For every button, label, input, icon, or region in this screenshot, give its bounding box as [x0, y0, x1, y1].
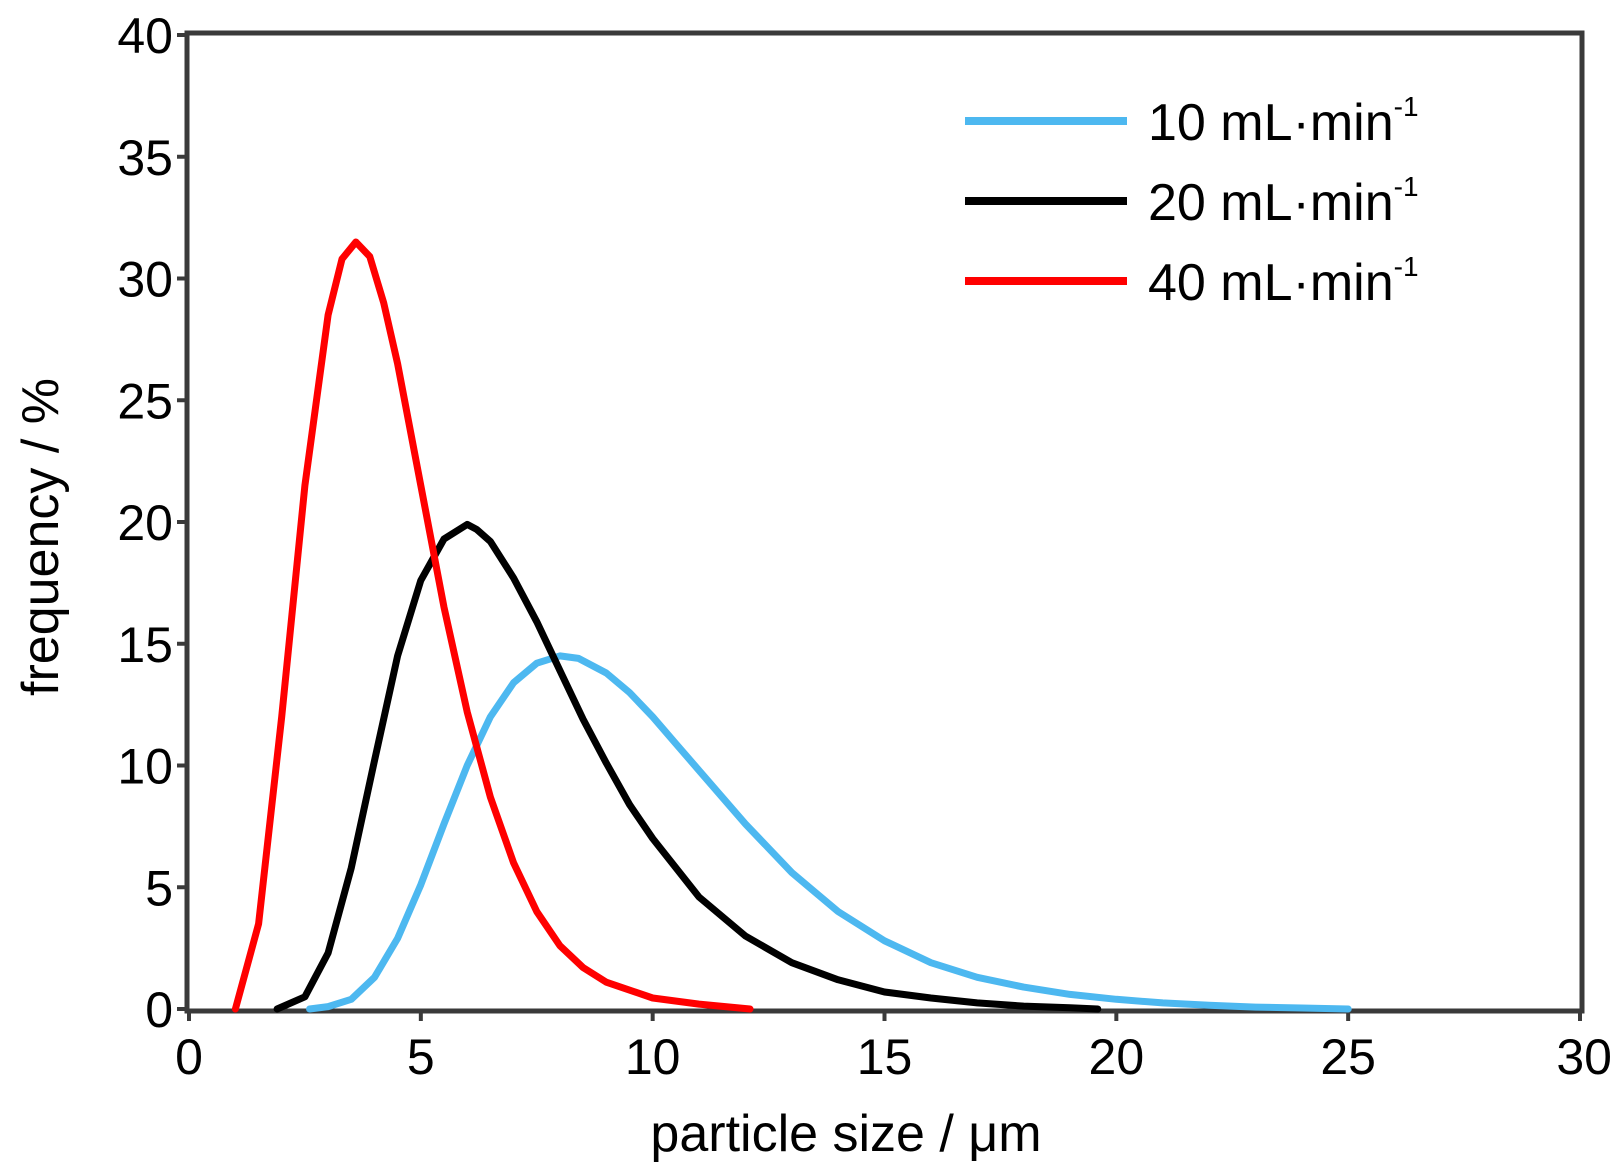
- legend-label-text: 40 mL·min: [1148, 254, 1394, 312]
- y-tick-label: 20: [117, 495, 173, 551]
- x-axis-title: particle size / μm: [650, 1105, 1041, 1163]
- y-tick-label: 0: [145, 982, 173, 1038]
- x-tick-label: 10: [625, 1029, 681, 1085]
- legend-label-text: 10 mL·min: [1148, 94, 1394, 152]
- series-lines: [231, 238, 1352, 1013]
- y-tick-label: 30: [117, 252, 173, 308]
- legend: 10 mL·min-120 mL·min-140 mL·min-1: [965, 91, 1419, 312]
- y-axis-title: frequency / %: [12, 378, 70, 696]
- legend-label: 10 mL·min-1: [1148, 91, 1419, 152]
- legend-label-superscript: -1: [1394, 91, 1419, 122]
- y-axis-ticks: 0 5 10 15 20 25 30 35 40: [117, 8, 189, 1038]
- y-tick-label: 40: [117, 8, 173, 64]
- x-tick-label: 30: [1556, 1029, 1612, 1085]
- series-line: [273, 520, 1102, 1013]
- legend-label-superscript: -1: [1394, 251, 1419, 282]
- series-line: [306, 652, 1352, 1013]
- legend-label-text: 20 mL·min: [1148, 174, 1394, 232]
- legend-label-superscript: -1: [1394, 171, 1419, 202]
- series-line: [231, 238, 754, 1013]
- x-axis-ticks: 0 5 10 15 20 25 30: [175, 1009, 1612, 1085]
- x-tick-label: 0: [175, 1029, 203, 1085]
- y-tick-label: 5: [145, 860, 173, 916]
- y-tick-label: 15: [117, 617, 173, 673]
- x-tick-label: 20: [1089, 1029, 1145, 1085]
- x-tick-label: 15: [857, 1029, 913, 1085]
- x-tick-label: 25: [1320, 1029, 1376, 1085]
- legend-label: 20 mL·min-1: [1148, 171, 1419, 232]
- y-tick-label: 35: [117, 130, 173, 186]
- x-tick-label: 5: [407, 1029, 435, 1085]
- y-tick-label: 10: [117, 739, 173, 795]
- legend-label: 40 mL·min-1: [1148, 251, 1419, 312]
- y-tick-label: 25: [117, 373, 173, 429]
